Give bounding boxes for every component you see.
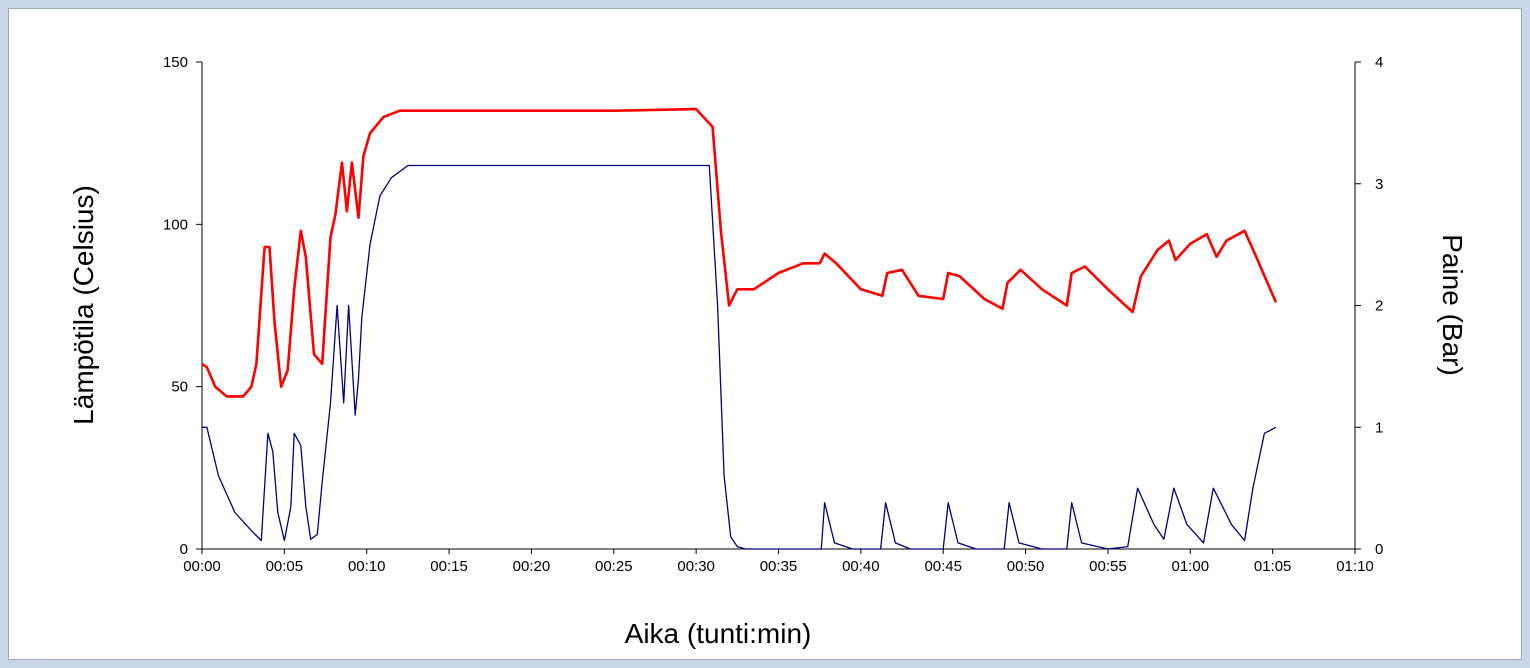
- y-tick-label-right: 2: [1375, 298, 1383, 315]
- y-tick-label-left: 100: [163, 216, 188, 233]
- y-axis-title-left: Lämpötila (Celsius): [68, 185, 99, 425]
- pressure-line: [202, 164, 1277, 550]
- series-layer: [201, 107, 1278, 550]
- x-tick-label: 00:50: [1007, 558, 1045, 575]
- x-tick-label: 00:15: [430, 558, 468, 575]
- x-tick-label: 00:30: [677, 558, 715, 575]
- x-axis-title: Aika (tunti:min): [625, 618, 812, 649]
- x-tick-label: 00:35: [760, 558, 798, 575]
- x-tick-label: 00:45: [924, 558, 962, 575]
- y-tick-label-left: 150: [163, 54, 188, 71]
- x-tick-label: 00:05: [266, 558, 304, 575]
- y-tick-label-left: 50: [171, 379, 188, 396]
- y-tick-label-right: 1: [1375, 419, 1383, 436]
- x-tick-label: 01:00: [1172, 558, 1210, 575]
- x-tick-label: 00:20: [513, 558, 551, 575]
- x-tick-label: 00:25: [595, 558, 633, 575]
- y-tick-label-right: 3: [1375, 176, 1383, 193]
- y-tick-label-right: 4: [1375, 54, 1383, 71]
- x-tick-label: 00:40: [842, 558, 880, 575]
- axes: 00:00 00:05 00:10 00:15 00:20 00:25 00:30 00:35…: [163, 54, 1383, 575]
- y-tick-label-right: 0: [1375, 541, 1383, 558]
- x-tick-label: 00:10: [348, 558, 386, 575]
- x-tick-label: 00:00: [183, 558, 221, 575]
- x-tick-label: 01:05: [1254, 558, 1292, 575]
- x-tick-label: 01:10: [1336, 558, 1374, 575]
- y-tick-label-left: 0: [180, 541, 188, 558]
- chart-panel: [8, 8, 1522, 660]
- y-axis-title-right: Paine (Bar): [1437, 234, 1468, 376]
- x-tick-label: 00:55: [1089, 558, 1127, 575]
- temperature-line: [201, 107, 1278, 398]
